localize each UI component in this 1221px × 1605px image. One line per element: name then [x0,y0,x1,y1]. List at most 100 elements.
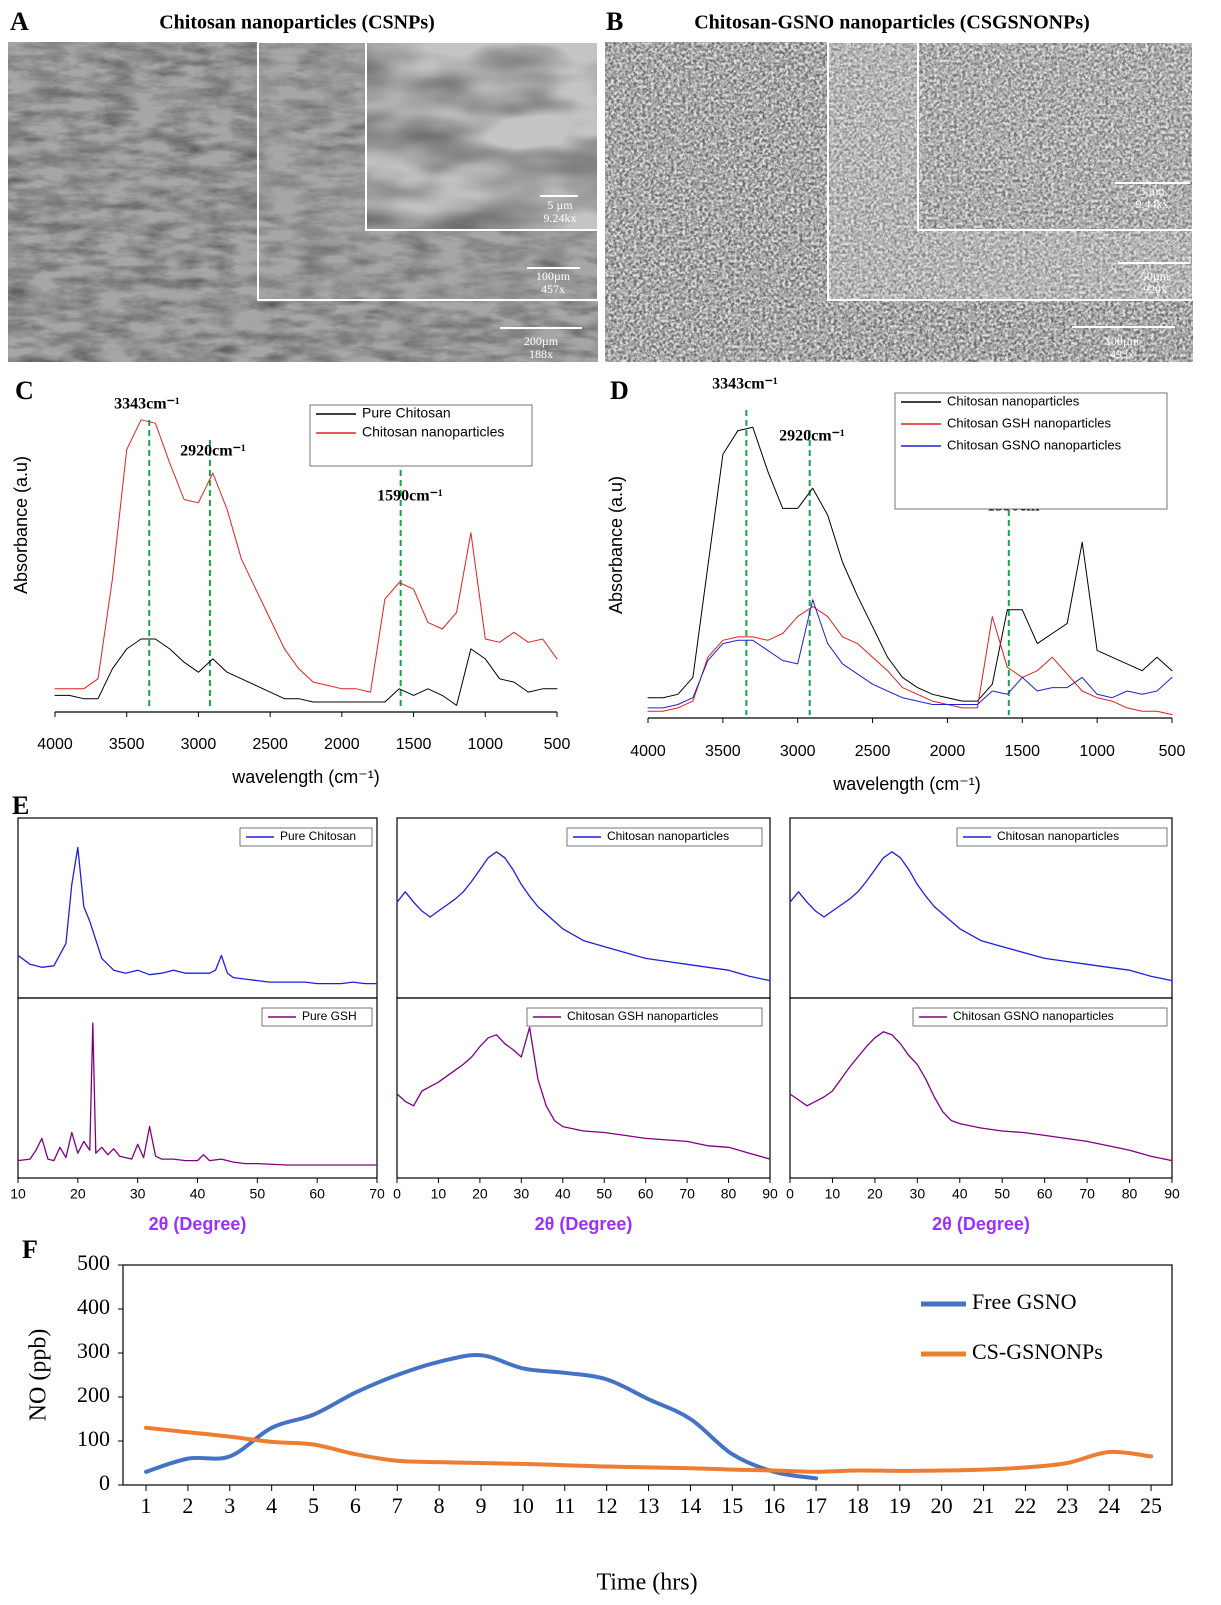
x-tick-label: 40 [555,1186,571,1202]
y-axis-label: Absorbance (a.u) [606,476,626,614]
x-tick-label: 30 [130,1186,146,1202]
x-tick-label: 19 [889,1493,911,1518]
panel-title: Chitosan nanoparticles (CSNPs) [159,12,435,34]
x-tick-label: 30 [514,1186,530,1202]
legend-label: Chitosan nanoparticles [947,393,1080,408]
scale-label: 493x [1110,347,1134,361]
x-tick-label: 20 [472,1186,488,1202]
x-tick-label: 90 [1164,1186,1180,1202]
x-tick-label: 70 [369,1186,385,1202]
x-tick-label: 1 [141,1493,152,1518]
scale-label: 200µm [524,334,559,348]
y-tick-label: 200 [77,1382,110,1407]
x-tick-label: 14 [679,1493,701,1518]
plot-frame [789,997,1173,1179]
legend-box [239,827,373,847]
x-tick-label: 20 [931,1493,953,1518]
x-tick-label: 500 [544,736,571,753]
series-line [54,419,558,693]
series-line [54,638,558,706]
x-tick-label: 18 [847,1493,869,1518]
x-tick-label: 11 [554,1493,575,1518]
x-tick-label: 21 [973,1493,995,1518]
legend-box [309,404,533,467]
y-axis-label: Absorbance (a.u) [11,456,31,594]
x-tick-label: 20 [70,1186,86,1202]
x-tick-label: 60 [1037,1186,1053,1202]
annotation-label: 2920cm⁻¹ [779,428,845,445]
x-tick-label: 2000 [324,736,360,753]
scale-label: 100µm [536,269,571,283]
x-tick-label: 3 [224,1493,235,1518]
plot-frame [396,997,771,1179]
x-tick-label: 10 [431,1186,447,1202]
series-line [144,1425,1154,1474]
x-tick-label: 30 [910,1186,926,1202]
y-tick-label: 0 [99,1470,110,1495]
x-tick-label: 1500 [396,736,432,753]
legend-label: Free GSNO [972,1289,1077,1314]
legend-label: Chitosan nanoparticles [362,424,504,440]
x-tick-label: 60 [638,1186,654,1202]
scale-label: 457x [541,282,565,296]
x-tick-label: 0 [786,1186,794,1202]
annotation-label: 3343cm⁻¹ [712,376,778,393]
series-line [396,851,771,982]
series-line [789,1031,1173,1162]
legend-label: Chitosan nanoparticles [607,829,729,843]
x-tick-label: 4 [266,1493,277,1518]
x-tick-label: 22 [1014,1493,1036,1518]
panel-label: F [22,1235,38,1264]
series-line [396,1026,771,1160]
scale-label: 100µm [1105,334,1140,348]
x-tick-label: 1000 [1079,743,1115,760]
x-axis-label: wavelength (cm⁻¹) [231,767,380,787]
x-axis-label: 2θ (Degree) [149,1214,247,1234]
annotation-label: 3343cm⁻¹ [114,396,180,413]
legend-label: Chitosan GSNO nanoparticles [947,437,1122,452]
legend-label: Pure Chitosan [362,405,451,421]
x-tick-label: 4000 [630,743,666,760]
scale-label: 5 µm [547,198,573,212]
x-tick-label: 10 [10,1186,26,1202]
x-axis-label: 2θ (Degree) [535,1214,633,1234]
legend-box [526,1007,763,1027]
x-tick-label: 3500 [705,743,741,760]
legend-label: Pure GSH [302,1009,357,1023]
y-tick-label: 100 [77,1426,110,1451]
x-tick-label: 6 [350,1493,361,1518]
scale-label: 9.44kx [1136,197,1169,211]
x-tick-label: 3000 [181,736,217,753]
x-tick-label: 2 [182,1493,193,1518]
x-tick-label: 8 [434,1493,445,1518]
x-tick-label: 5 [308,1493,319,1518]
scale-label: 188x [529,347,553,361]
x-tick-label: 2500 [855,743,891,760]
x-axis-label: 2θ (Degree) [932,1214,1030,1234]
x-tick-label: 2000 [930,743,966,760]
panel-label: A [10,7,29,36]
panel-title: Chitosan-GSNO nanoparticles (CSGSNONPs) [694,12,1090,34]
y-tick-label: 500 [77,1250,110,1275]
x-tick-label: 24 [1098,1493,1120,1518]
x-tick-label: 60 [309,1186,325,1202]
x-tick-label: 17 [805,1493,827,1518]
x-tick-label: 12 [596,1493,618,1518]
scale-label: 50µm [1141,269,1170,283]
series-line [647,606,1173,716]
x-tick-label: 1500 [1004,743,1040,760]
annotation-label: 1590cm⁻¹ [377,488,443,505]
series-line [17,846,378,985]
x-tick-label: 10 [512,1493,534,1518]
panel-label: E [12,791,29,820]
sem-inset-texture [367,43,597,229]
legend-label: CS-GSNONPs [972,1339,1103,1364]
legend-box [261,1007,373,1027]
legend-label: Pure Chitosan [280,829,356,843]
legend-label: Chitosan GSH nanoparticles [947,415,1112,430]
legend-box [566,827,763,847]
x-tick-label: 20 [867,1186,883,1202]
x-tick-label: 15 [721,1493,743,1518]
annotation-label: 2920cm⁻¹ [180,443,246,460]
